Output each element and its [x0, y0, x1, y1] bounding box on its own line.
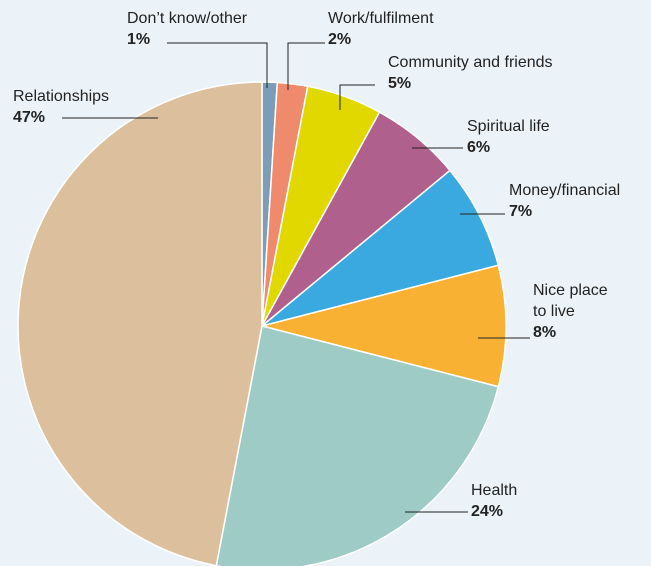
category-name: Money/financial	[509, 182, 621, 199]
category-name: Health	[471, 482, 518, 499]
category-name: Relationships	[13, 88, 110, 105]
value-label: 7%	[509, 203, 533, 220]
leader-line	[167, 42, 268, 88]
slice-label: Spiritual life 6%	[467, 116, 627, 158]
value-label: 6%	[467, 139, 491, 156]
pie-slice	[261, 169, 500, 327]
category-name: Spiritual life	[467, 118, 550, 135]
category-name: Community and friends	[388, 54, 553, 71]
slice-label: Health 24%	[471, 480, 591, 522]
pie-slice	[261, 264, 507, 388]
value-label: 47%	[13, 109, 46, 126]
value-label: 2%	[328, 31, 352, 48]
slice-label: Don’t know/other 1%	[127, 8, 287, 50]
value-label: 5%	[388, 75, 412, 92]
category-name: Don’t know/other	[127, 10, 248, 27]
slice-label: Work/fulfilment 2%	[328, 8, 528, 50]
leader-line	[339, 84, 375, 110]
slice-label: Nice place to live 8%	[533, 280, 623, 343]
category-name: Nice place to live	[533, 282, 608, 320]
slice-label: Money/financial 7%	[509, 180, 651, 222]
slice-label: Relationships 47%	[13, 86, 173, 128]
value-label: 24%	[471, 503, 504, 520]
slice-label: Community and friends 5%	[388, 52, 608, 94]
category-name: Work/fulfilment	[328, 10, 434, 27]
pie-slice	[215, 325, 500, 566]
value-label: 1%	[127, 31, 151, 48]
leader-line	[287, 42, 325, 90]
value-label: 8%	[533, 324, 557, 341]
pie-slice	[17, 81, 263, 566]
